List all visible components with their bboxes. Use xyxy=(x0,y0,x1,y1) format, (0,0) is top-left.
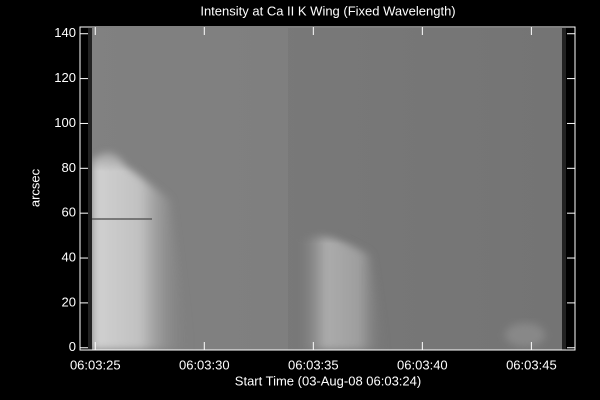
y-tick-label: 140 xyxy=(54,25,76,40)
x-axis-label: Start Time (03-Aug-08 06:03:24) xyxy=(235,373,421,388)
y-axis-label: arcsec xyxy=(27,168,42,207)
x-tick-label: 06:03:45 xyxy=(506,357,557,372)
x-tick-label: 06:03:25 xyxy=(70,357,121,372)
x-tick-label: 06:03:30 xyxy=(179,357,230,372)
y-tick-label: 60 xyxy=(62,205,76,220)
y-tick-label: 0 xyxy=(69,339,76,354)
y-tick-label: 20 xyxy=(62,294,76,309)
y-tick-label: 100 xyxy=(54,115,76,130)
intensity-image xyxy=(88,28,566,350)
plot-frame xyxy=(79,26,576,351)
y-tick-label: 120 xyxy=(54,70,76,85)
y-tick-label: 80 xyxy=(62,160,76,175)
x-tick-label: 06:03:35 xyxy=(288,357,339,372)
x-tick-label: 06:03:40 xyxy=(397,357,448,372)
y-tick-label: 40 xyxy=(62,249,76,264)
chart-title: Intensity at Ca II K Wing (Fixed Wavelen… xyxy=(200,3,455,18)
